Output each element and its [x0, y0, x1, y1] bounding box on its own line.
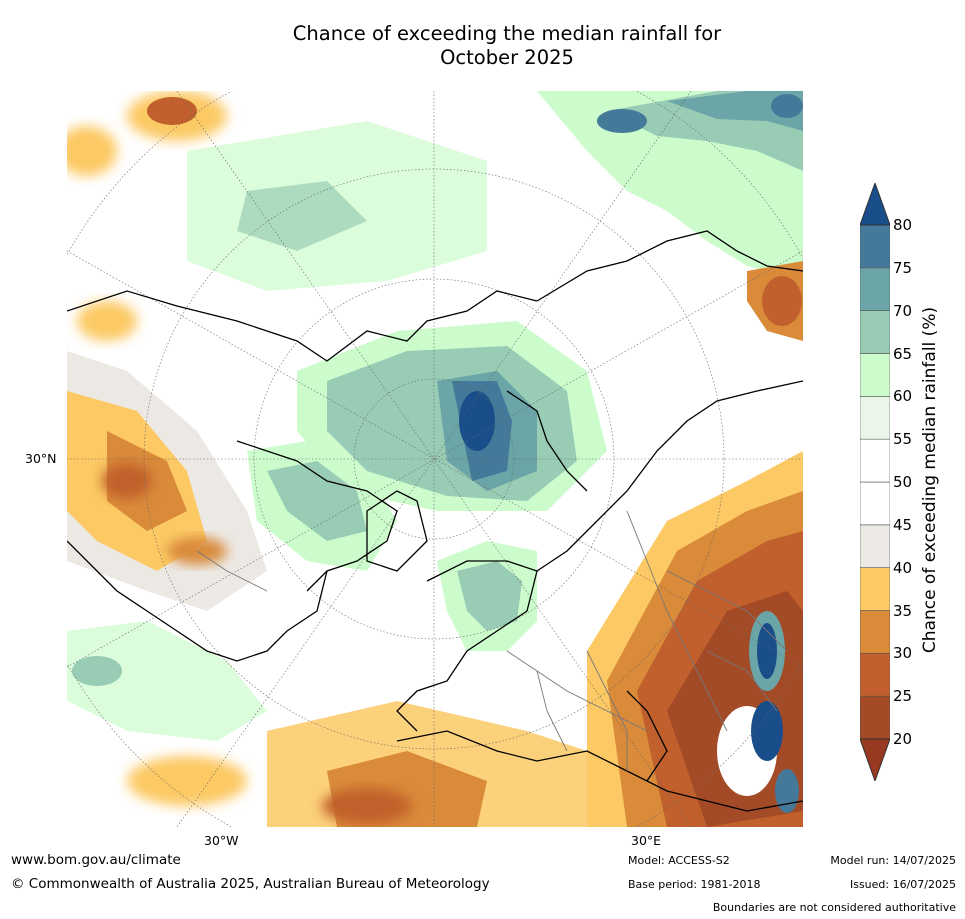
region-north-pacific-orange — [67, 91, 227, 176]
colorbar-bin-70-75 — [860, 267, 890, 311]
lat-label-30n: 30°N — [25, 451, 57, 466]
colorbar-tick-55: 55 — [893, 430, 913, 449]
colorbar-label: Chance of exceeding median rainfall (%) — [920, 306, 940, 654]
lon-label-30e: 30°E — [631, 833, 662, 848]
colorbar-bin-20-25 — [860, 695, 890, 740]
country-borders — [196, 510, 788, 771]
title-line-2: October 2025 — [440, 46, 574, 69]
colorbar-tick-35: 35 — [893, 601, 913, 620]
region-west-atlantic — [67, 621, 267, 741]
title-line-1: Chance of exceeding the median rainfall … — [292, 22, 722, 45]
colorbar-tick-50: 50 — [893, 473, 913, 491]
colorbar-bin-75-80 — [860, 224, 890, 269]
footer-base-period: Base period: 1981-2018 — [628, 878, 761, 891]
colorbar-tick-70: 70 — [893, 301, 913, 320]
region-pacific-green — [187, 121, 487, 291]
region-arctic-ocean — [297, 321, 607, 511]
colorbar-bin-45-50 — [860, 481, 890, 526]
colorbar-bin-65-70 — [860, 310, 890, 354]
footer-model: Model: ACCESS-S2 — [628, 854, 730, 867]
colorbar-bin-60-65 — [860, 353, 890, 397]
graticule — [67, 91, 803, 827]
colorbar-over-arrow — [860, 183, 890, 226]
region-north-pacific — [537, 91, 803, 281]
footer-model-run: Model run: 14/07/2025 — [830, 854, 956, 867]
coastlines — [67, 230, 803, 812]
region-central-asia — [587, 451, 803, 827]
rainfall-probability-map — [67, 91, 803, 827]
colorbar-tick-80: 80 — [893, 216, 913, 234]
colorbar-tick-40: 40 — [893, 558, 913, 577]
colorbar-tick-60: 60 — [893, 387, 913, 406]
region-scandinavia — [437, 541, 537, 651]
footer-copyright: © Commonwealth of Australia 2025, Austra… — [11, 876, 490, 892]
colorbar-tick-45: 45 — [893, 515, 913, 534]
colorbar-bin-40-45 — [860, 524, 890, 568]
footer-disclaimer: Boundaries are not considered authoritat… — [712, 901, 956, 914]
lon-label-30w: 30°W — [204, 833, 239, 848]
region-greenland — [247, 441, 397, 571]
footer-issued: Issued: 16/07/2025 — [849, 878, 956, 891]
colorbar-under-arrow — [860, 738, 890, 781]
region-north-america — [67, 301, 267, 611]
chart-title: Chance of exceeding the median rainfall … — [0, 22, 965, 70]
colorbar-bin-55-60 — [860, 396, 890, 440]
colorbar-tick-65: 65 — [893, 344, 913, 363]
colorbar — [860, 183, 890, 781]
colorbar-bin-25-30 — [860, 653, 890, 697]
colorbar-tick-20: 20 — [893, 730, 913, 748]
colorbar-bin-50-55 — [860, 438, 890, 483]
region-east-asia — [747, 261, 803, 341]
colorbar-tick-75: 75 — [893, 258, 913, 277]
colorbar-tick-30: 30 — [893, 644, 913, 663]
region-north-africa — [127, 701, 587, 827]
colorbar-tick-25: 25 — [893, 687, 913, 706]
colorbar-bin-30-35 — [860, 610, 890, 654]
colorbar-bin-35-40 — [860, 567, 890, 611]
footer-website: www.bom.gov.au/climate — [11, 852, 181, 868]
